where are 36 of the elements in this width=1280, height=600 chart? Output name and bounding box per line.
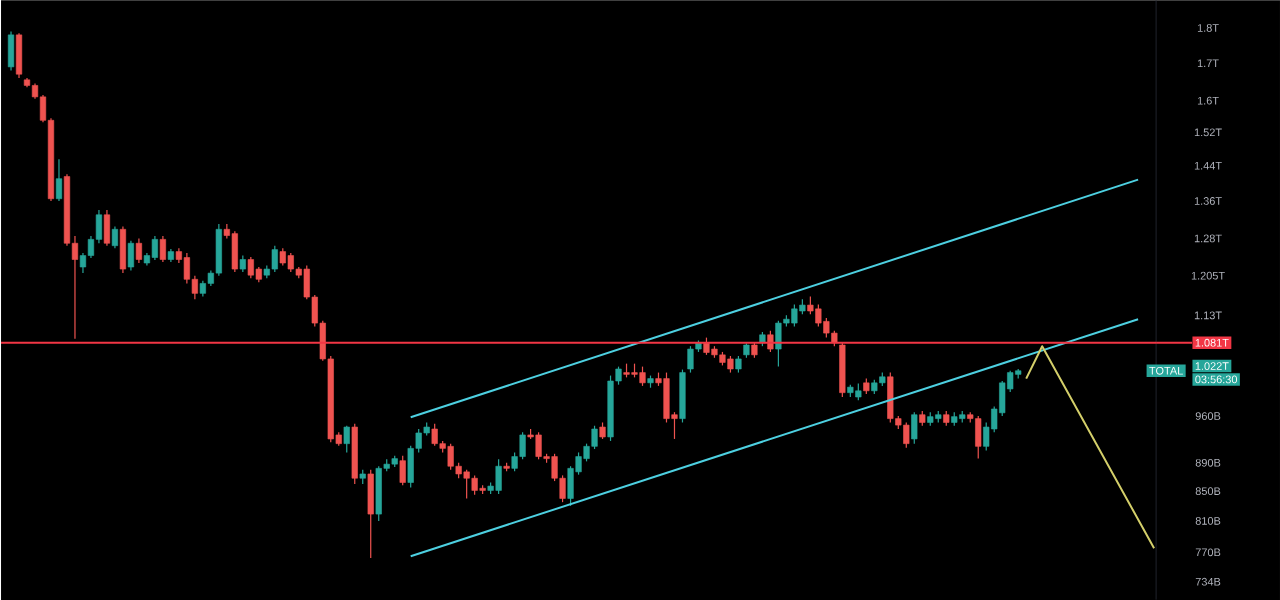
candlestick [159, 235, 166, 263]
candlestick [103, 209, 111, 247]
candlestick [679, 368, 686, 423]
candlestick [367, 469, 374, 559]
candlestick [975, 415, 982, 460]
candlestick [495, 458, 502, 495]
candlestick [911, 411, 918, 445]
candlestick [839, 341, 846, 398]
candlestick [135, 237, 143, 264]
candlestick [431, 423, 438, 447]
candlestick [887, 371, 894, 423]
candlestick [535, 431, 542, 460]
candlestick [687, 345, 694, 374]
candlestick [447, 442, 454, 471]
candlestick [791, 303, 798, 327]
candlestick [815, 303, 822, 327]
candlestick [119, 225, 127, 274]
candlestick [471, 474, 478, 496]
candlestick [903, 421, 910, 449]
candlestick [271, 244, 278, 273]
candlestick [287, 252, 294, 273]
candlestick [663, 371, 670, 423]
candlestick [463, 469, 470, 499]
candlestick [399, 455, 406, 486]
candlestick [127, 240, 135, 272]
candlestick [111, 225, 119, 249]
candlestick [775, 320, 782, 368]
candlestick [639, 365, 646, 387]
candlestick [231, 230, 238, 273]
candlestick [343, 425, 350, 453]
candlestick [247, 256, 254, 279]
candlestick [55, 158, 63, 202]
candlestick [375, 465, 382, 522]
candlestick [7, 30, 15, 72]
candlestick [151, 235, 159, 261]
candlestick [15, 32, 23, 79]
